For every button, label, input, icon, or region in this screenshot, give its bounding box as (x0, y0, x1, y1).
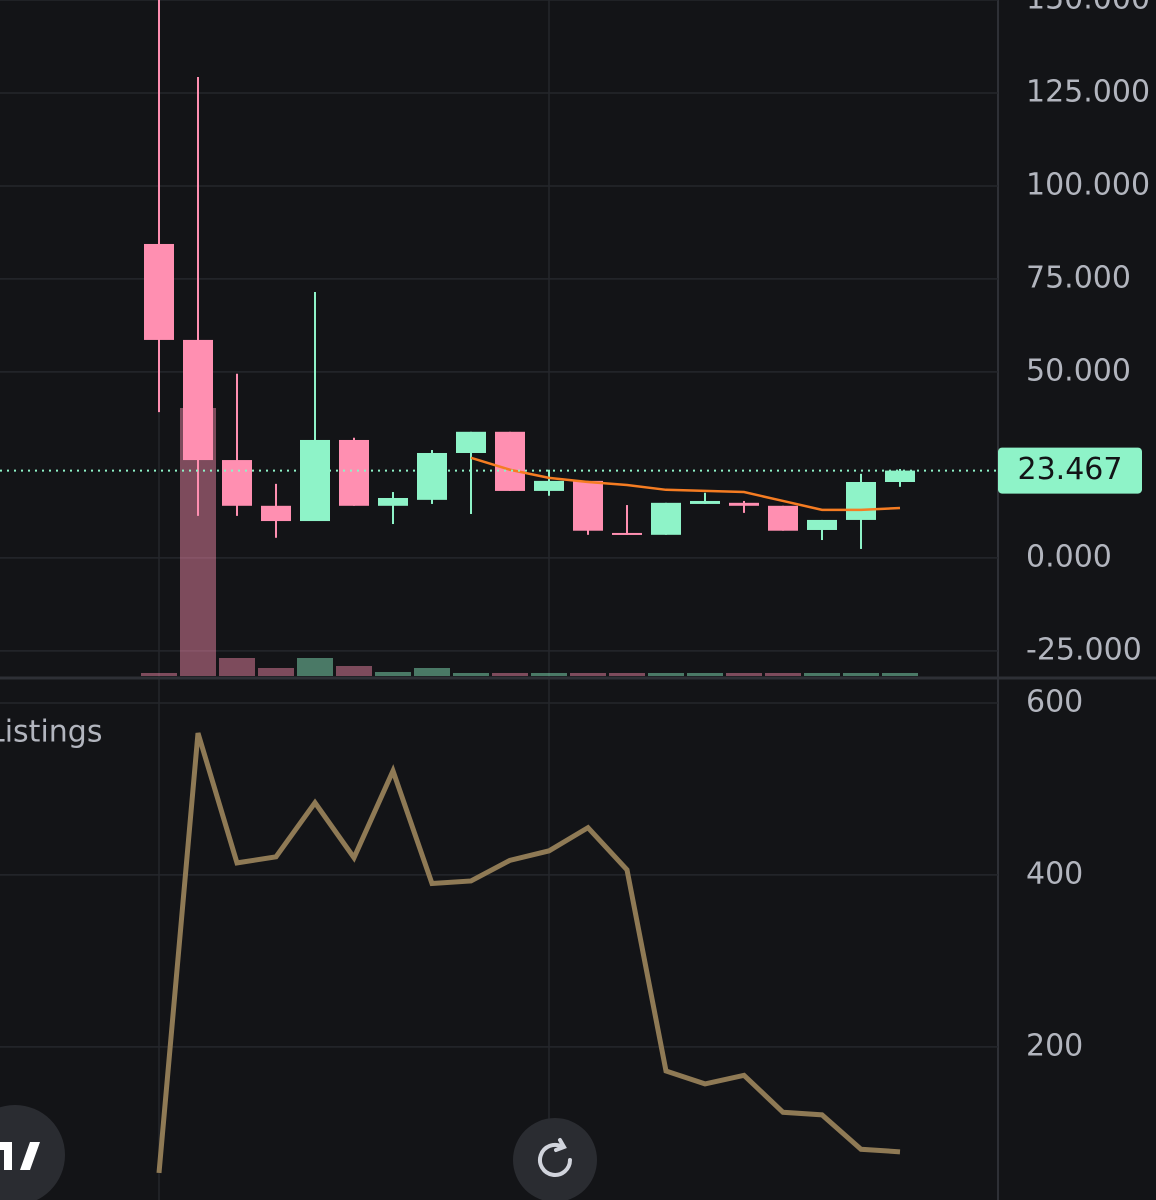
y-tick-label: 75.000 (1026, 260, 1131, 295)
candle-body (573, 480, 603, 531)
logo-mark (0, 1142, 40, 1170)
volume-bar (687, 673, 723, 676)
candle-body (612, 532, 642, 535)
volume-bar (219, 658, 255, 676)
line-series (156, 732, 901, 1174)
volume-bar (726, 673, 762, 676)
candle-body (885, 470, 915, 483)
candle-body (222, 460, 252, 506)
volume-bar (843, 673, 879, 676)
volume-bar (336, 666, 372, 676)
plot: 150.000 125.000 100.000 75.000 50.000 0.000 -2… (0, 0, 1150, 1174)
y-tick-label: 50.000 (1026, 353, 1131, 388)
y-tick-label: 200 (1026, 1028, 1083, 1063)
volume-bar (141, 673, 177, 676)
last-price-label: 23.467 (1018, 452, 1123, 487)
volume-bar (765, 673, 801, 676)
candle-body (456, 431, 486, 453)
volume-bar (375, 672, 411, 676)
candle-body (378, 497, 408, 506)
y-tick-label: 600 (1026, 684, 1083, 719)
volume-bar (297, 658, 333, 676)
volume-bar (609, 673, 645, 676)
y-tick-label: -25.000 (1026, 632, 1142, 667)
y-tick-label: 150.000 (1026, 0, 1150, 17)
candle-body (690, 500, 720, 504)
candle-body (339, 439, 369, 506)
pane-title: Listings (0, 715, 102, 750)
y-tick-label: 125.000 (1026, 74, 1150, 109)
candle-body (768, 505, 798, 531)
candle-body (261, 505, 291, 522)
candle-body (651, 502, 681, 535)
reset-icon (538, 1138, 572, 1177)
candle-body (495, 431, 525, 491)
candle-body (534, 480, 564, 491)
volume-bar (804, 673, 840, 676)
candle-body (300, 439, 330, 522)
volume-bar (453, 673, 489, 676)
moving-average (470, 456, 901, 512)
volume-bar (531, 673, 567, 676)
candle-body (729, 502, 759, 506)
volume-bar (258, 668, 294, 676)
candle-body (144, 243, 174, 340)
candle-body (846, 482, 876, 520)
volume-bar (570, 673, 606, 676)
candle-body (183, 339, 213, 461)
y-tick-label: 0.000 (1026, 539, 1112, 574)
y-tick-label: 100.000 (1026, 167, 1150, 202)
reset-button[interactable] (513, 1118, 597, 1200)
volume-bar (414, 668, 450, 676)
candle-body (807, 519, 837, 530)
candle-body (417, 452, 447, 500)
last-price-box (998, 447, 1142, 494)
volume-bar (882, 673, 918, 676)
volume-bar (648, 673, 684, 676)
volume-bar (492, 673, 528, 676)
y-tick-label: 400 (1026, 856, 1083, 891)
